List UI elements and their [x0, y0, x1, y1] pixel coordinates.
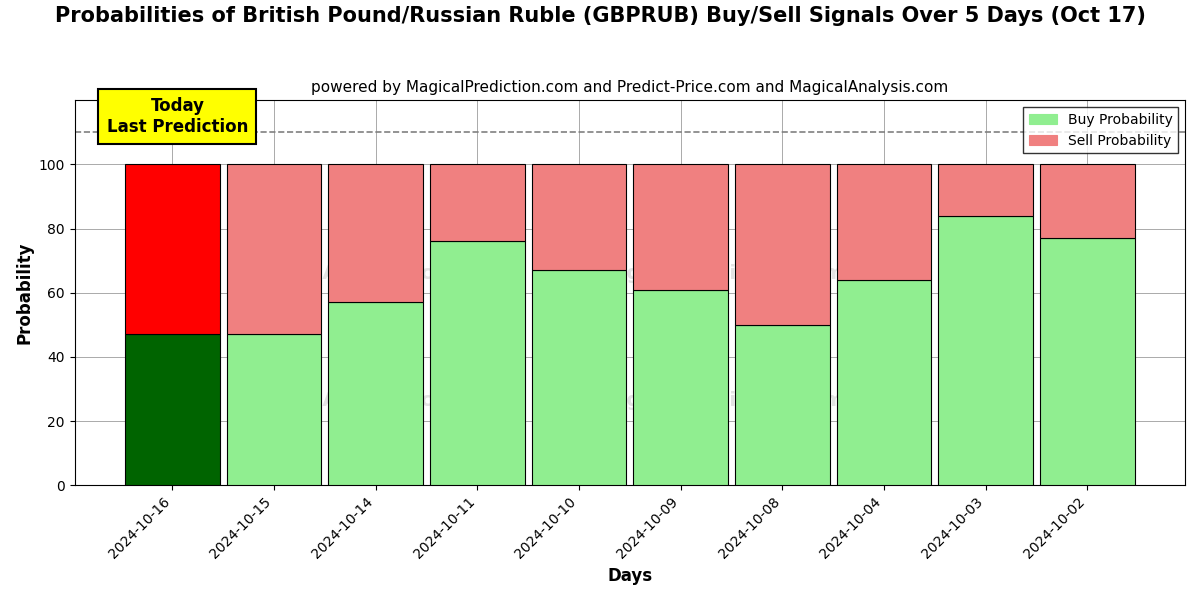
Bar [736, 325, 829, 485]
Bar [532, 164, 626, 271]
Bar [836, 164, 931, 280]
Bar [125, 164, 220, 334]
Bar [1040, 164, 1134, 238]
Bar [532, 271, 626, 485]
Title: powered by MagicalPrediction.com and Predict-Price.com and MagicalAnalysis.com: powered by MagicalPrediction.com and Pre… [311, 80, 948, 95]
Bar [938, 164, 1033, 216]
Bar [634, 164, 728, 290]
Text: MagicalAnalysis.com: MagicalAnalysis.com [238, 391, 467, 410]
Text: MagicalAnalysis.com: MagicalAnalysis.com [238, 264, 467, 283]
Text: MagicalPrediction.com: MagicalPrediction.com [594, 391, 844, 410]
Bar [938, 216, 1033, 485]
Bar [227, 164, 322, 334]
Text: MagicalPrediction.com: MagicalPrediction.com [594, 264, 844, 283]
Legend: Buy Probability, Sell Probability: Buy Probability, Sell Probability [1024, 107, 1178, 154]
Text: Today
Last Prediction: Today Last Prediction [107, 97, 248, 136]
Bar [329, 164, 422, 302]
X-axis label: Days: Days [607, 567, 653, 585]
Bar [1040, 238, 1134, 485]
Text: Probabilities of British Pound/Russian Ruble (GBPRUB) Buy/Sell Signals Over 5 Da: Probabilities of British Pound/Russian R… [54, 6, 1146, 26]
Bar [836, 280, 931, 485]
Bar [736, 164, 829, 325]
Y-axis label: Probability: Probability [16, 241, 34, 344]
Bar [430, 241, 524, 485]
Bar [227, 334, 322, 485]
Bar [430, 164, 524, 241]
Bar [634, 290, 728, 485]
Bar [329, 302, 422, 485]
Bar [125, 334, 220, 485]
